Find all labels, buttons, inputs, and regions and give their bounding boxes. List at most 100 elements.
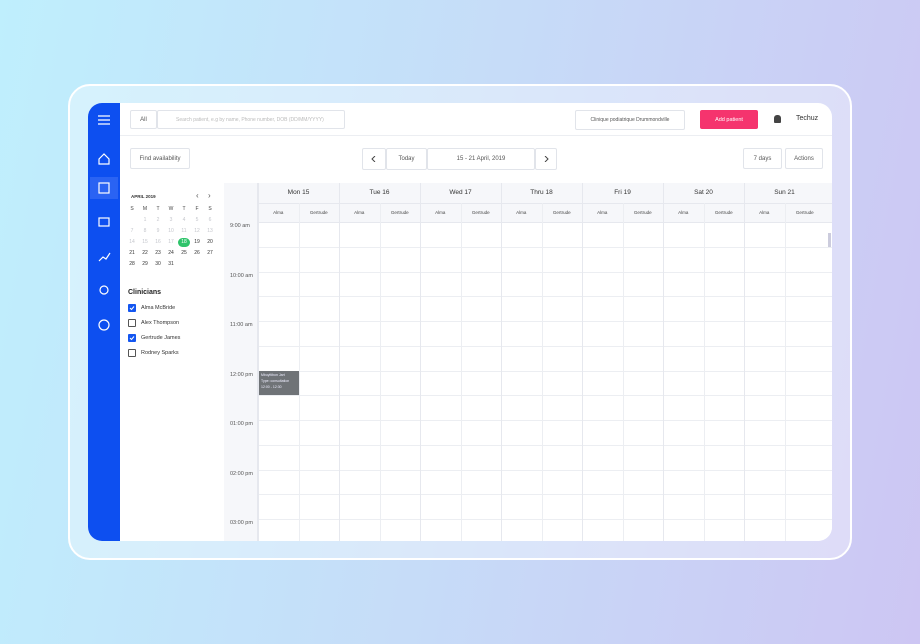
row-line: [258, 494, 832, 496]
mini-calendar-day[interactable]: 28: [129, 261, 135, 267]
appointment[interactable]: Mbuyitibon Jart Type: consultation 12:00 -…: [259, 370, 299, 396]
bell-icon[interactable]: [774, 115, 781, 123]
mini-calendar-day[interactable]: 16: [155, 239, 161, 245]
mini-calendar-day[interactable]: 3: [169, 217, 173, 223]
clinician-name[interactable]: Gertrude James: [141, 335, 181, 341]
clinic-select[interactable]: Clinique podiatrique Drummondville: [575, 110, 685, 130]
column-label: Gertrude: [471, 210, 490, 215]
day-label: Thru 18: [530, 189, 553, 196]
weekday-label: F: [195, 206, 199, 212]
day-line: [582, 183, 583, 541]
checkbox[interactable]: [128, 334, 136, 342]
mini-calendar-day[interactable]: 9: [156, 228, 160, 234]
column-line: [622, 203, 624, 541]
header-band: [258, 183, 832, 222]
day-label: Tue 16: [369, 189, 390, 196]
mini-calendar-day[interactable]: 10: [168, 228, 174, 234]
active-item: [90, 177, 118, 199]
mini-calendar-day[interactable]: 29: [142, 261, 148, 267]
sidebar: [88, 103, 120, 541]
mini-calendar-day[interactable]: 8: [143, 228, 147, 234]
schedule: 9:00 am 10:00 am 11:00 am 12:00 pm 01:00 pm 0…: [224, 183, 832, 541]
reports-icon[interactable]: [98, 252, 111, 262]
mini-calendar-day[interactable]: 19: [194, 239, 200, 245]
appointment-time: 12:00 - 12:30: [261, 384, 282, 389]
view-select[interactable]: 7 days: [743, 148, 782, 169]
mini-calendar-day[interactable]: 21: [129, 250, 135, 256]
mini-calendar-day[interactable]: 25: [181, 250, 187, 256]
column-label: Gertrude: [552, 210, 571, 215]
mini-calendar-day[interactable]: 23: [155, 250, 161, 256]
settings-icon[interactable]: [99, 285, 109, 295]
mini-calendar-day[interactable]: 2: [156, 217, 160, 223]
today-button[interactable]: Today: [386, 148, 427, 170]
home-icon[interactable]: [98, 153, 110, 165]
row-line: [258, 420, 832, 421]
menu-icon[interactable]: [98, 115, 110, 125]
mini-prev[interactable]: ‹: [196, 191, 199, 200]
mini-calendar-day[interactable]: 30: [155, 261, 161, 267]
checkbox[interactable]: [128, 349, 136, 357]
clinician-name[interactable]: Alma McBride: [141, 305, 176, 311]
mini-calendar-month: APRIL 2019: [131, 194, 156, 199]
billing-icon[interactable]: [98, 217, 110, 227]
mini-calendar-day[interactable]: 5: [195, 217, 199, 223]
screen: 9:00 am 10:00 am 11:00 am 12:00 pm 01:00 pm 0…: [88, 103, 832, 541]
sidebar-icons: [90, 115, 118, 331]
row-line: [258, 370, 832, 372]
mini-calendar-day[interactable]: 4: [182, 217, 186, 223]
day-label: Sun 21: [774, 189, 795, 196]
checkbox[interactable]: [128, 304, 136, 312]
mini-calendar-day[interactable]: 31: [168, 261, 174, 267]
clinician-name[interactable]: Rodney Sparks: [141, 350, 179, 356]
mini-calendar-day[interactable]: 7: [130, 228, 134, 234]
help-icon[interactable]: [98, 319, 110, 331]
scrollbar: [828, 233, 831, 247]
mini-calendar-day[interactable]: 6: [208, 217, 212, 223]
add-patient-button[interactable]: Add patient: [700, 110, 758, 129]
mini-calendar-day[interactable]: 11: [181, 228, 187, 234]
row-line: [258, 444, 832, 446]
time-label: 12:00 pm: [230, 371, 253, 378]
clinicians-title: Clinicians: [128, 289, 162, 296]
mini-calendar-day[interactable]: 27: [207, 250, 213, 256]
search-scope[interactable]: All: [130, 110, 157, 129]
calendar-icon[interactable]: [98, 182, 110, 194]
row-line: [258, 395, 832, 397]
date-range[interactable]: 15 - 21 April, 2019: [427, 148, 535, 170]
mini-next[interactable]: ›: [208, 191, 211, 200]
checkbox[interactable]: [128, 319, 136, 327]
column-line: [703, 203, 705, 541]
column-label: Alma: [759, 210, 770, 215]
mini-calendar-day[interactable]: 22: [142, 250, 148, 256]
clinician-name[interactable]: Alex Thompson: [141, 320, 180, 326]
column-label: Alma: [678, 210, 689, 215]
mini-calendar-day[interactable]: 12: [194, 228, 200, 234]
mini-calendar-day[interactable]: 14: [129, 239, 135, 245]
find-availability[interactable]: Find availability: [130, 148, 190, 169]
next-button[interactable]: [535, 148, 557, 170]
mini-calendar-day[interactable]: 15: [142, 239, 148, 245]
actions-select[interactable]: Actions: [785, 148, 823, 169]
mini-calendar-day[interactable]: 20: [207, 239, 213, 245]
mini-calendar-day[interactable]: 26: [194, 250, 200, 256]
column-label: Alma: [273, 210, 284, 215]
appointment-patient: Mbuyitibon Jart: [261, 372, 285, 377]
mini-calendar-day[interactable]: 17: [168, 239, 174, 245]
mini-calendar-day[interactable]: 13: [207, 228, 213, 234]
day-label: Sat 20: [694, 189, 713, 196]
mini-calendar-day[interactable]: 24: [168, 250, 174, 256]
search-box[interactable]: Search patient, e.g by name, Phone numbe…: [157, 110, 345, 129]
prev-button[interactable]: [362, 148, 386, 170]
mini-calendar-day[interactable]: 18: [178, 238, 190, 247]
mini-calendar-day[interactable]: 1: [143, 217, 147, 223]
row-line: [258, 469, 832, 471]
column-label: Gertrude: [390, 210, 409, 215]
column-label: Gertrude: [795, 210, 814, 215]
column-label: Alma: [516, 210, 527, 215]
weekday-label: T: [182, 206, 186, 212]
weekday-label: M: [142, 206, 148, 212]
column-line: [541, 203, 543, 541]
user-menu[interactable]: Techuz: [796, 115, 819, 122]
